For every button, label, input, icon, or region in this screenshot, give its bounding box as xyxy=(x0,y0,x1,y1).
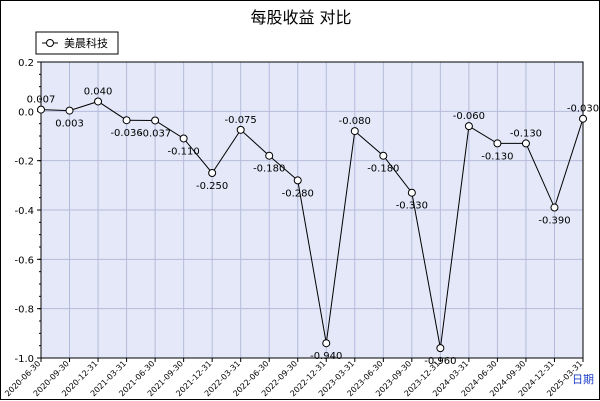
plot-area xyxy=(40,61,584,359)
data-label: -0.130 xyxy=(510,128,542,139)
data-label: -0.280 xyxy=(282,188,314,199)
data-label: -0.037 xyxy=(139,128,171,139)
data-point-marker xyxy=(122,116,131,125)
data-label: -0.080 xyxy=(339,116,371,127)
data-point-marker xyxy=(179,134,188,143)
data-point-marker xyxy=(407,188,416,197)
data-point-marker xyxy=(293,176,302,185)
legend-box xyxy=(35,31,119,55)
legend-label: 美晨科技 xyxy=(64,36,108,50)
data-point-marker xyxy=(322,339,331,348)
x-axis-ticks: 2020-06-302020-09-302020-12-312021-03-31… xyxy=(3,358,584,398)
series-line xyxy=(37,97,587,353)
data-point-marker xyxy=(493,139,502,148)
x-axis-title: 日期 xyxy=(572,373,594,386)
data-label: -0.036 xyxy=(110,128,142,139)
data-label: -0.180 xyxy=(253,164,285,175)
data-label: -0.030 xyxy=(567,104,599,115)
data-point-marker xyxy=(521,139,530,148)
data-point-marker xyxy=(579,114,587,123)
chart-title: 每股收益 对比 xyxy=(250,8,351,27)
data-point-marker xyxy=(151,116,160,125)
data-point-marker xyxy=(236,125,245,134)
y-tick-label: -0.2 xyxy=(14,157,34,168)
y-tick-label: 0.0 xyxy=(18,107,34,118)
data-point-marker xyxy=(436,344,445,353)
y-axis-ticks: 0.2 0.0 -0.2 -0.4 -0.6 -0.8 -1.0 xyxy=(14,58,41,365)
data-label: 0.003 xyxy=(55,119,84,130)
data-label: -0.330 xyxy=(396,201,428,212)
data-label: -0.180 xyxy=(367,164,399,175)
data-label: -0.075 xyxy=(225,115,257,126)
data-point-marker xyxy=(379,151,388,160)
legend-marker-icon xyxy=(46,39,54,47)
data-point-marker xyxy=(65,106,74,115)
y-tick-label: 0.2 xyxy=(18,58,34,69)
y-tick-label: -0.6 xyxy=(14,255,34,266)
data-label: -0.130 xyxy=(481,151,513,162)
data-point-marker xyxy=(94,97,103,106)
data-label: -0.060 xyxy=(453,111,485,122)
data-point-marker xyxy=(208,169,217,177)
data-label: -0.940 xyxy=(310,351,342,362)
data-point-marker xyxy=(350,127,359,136)
series-polyline xyxy=(40,100,584,349)
data-label: -0.250 xyxy=(196,181,228,192)
data-label: 0.007 xyxy=(27,95,56,106)
legend: 美晨科技 xyxy=(35,31,119,55)
data-point-marker xyxy=(464,122,473,131)
y-tick-label: -0.4 xyxy=(14,206,34,217)
data-label: 0.040 xyxy=(84,86,113,97)
data-label: -0.390 xyxy=(538,216,570,227)
data-point-marker xyxy=(37,105,45,114)
data-point-marker xyxy=(550,203,559,212)
data-label: -0.110 xyxy=(168,146,200,157)
y-tick-label: -0.8 xyxy=(14,305,34,316)
data-label: -0.960 xyxy=(424,356,456,367)
data-labels: 0.007 0.003 0.040 -0.036-0.037 -0.110 -0.250 -… xyxy=(27,86,599,367)
data-point-marker xyxy=(265,151,274,160)
y-tick-label: -1.0 xyxy=(14,354,34,365)
